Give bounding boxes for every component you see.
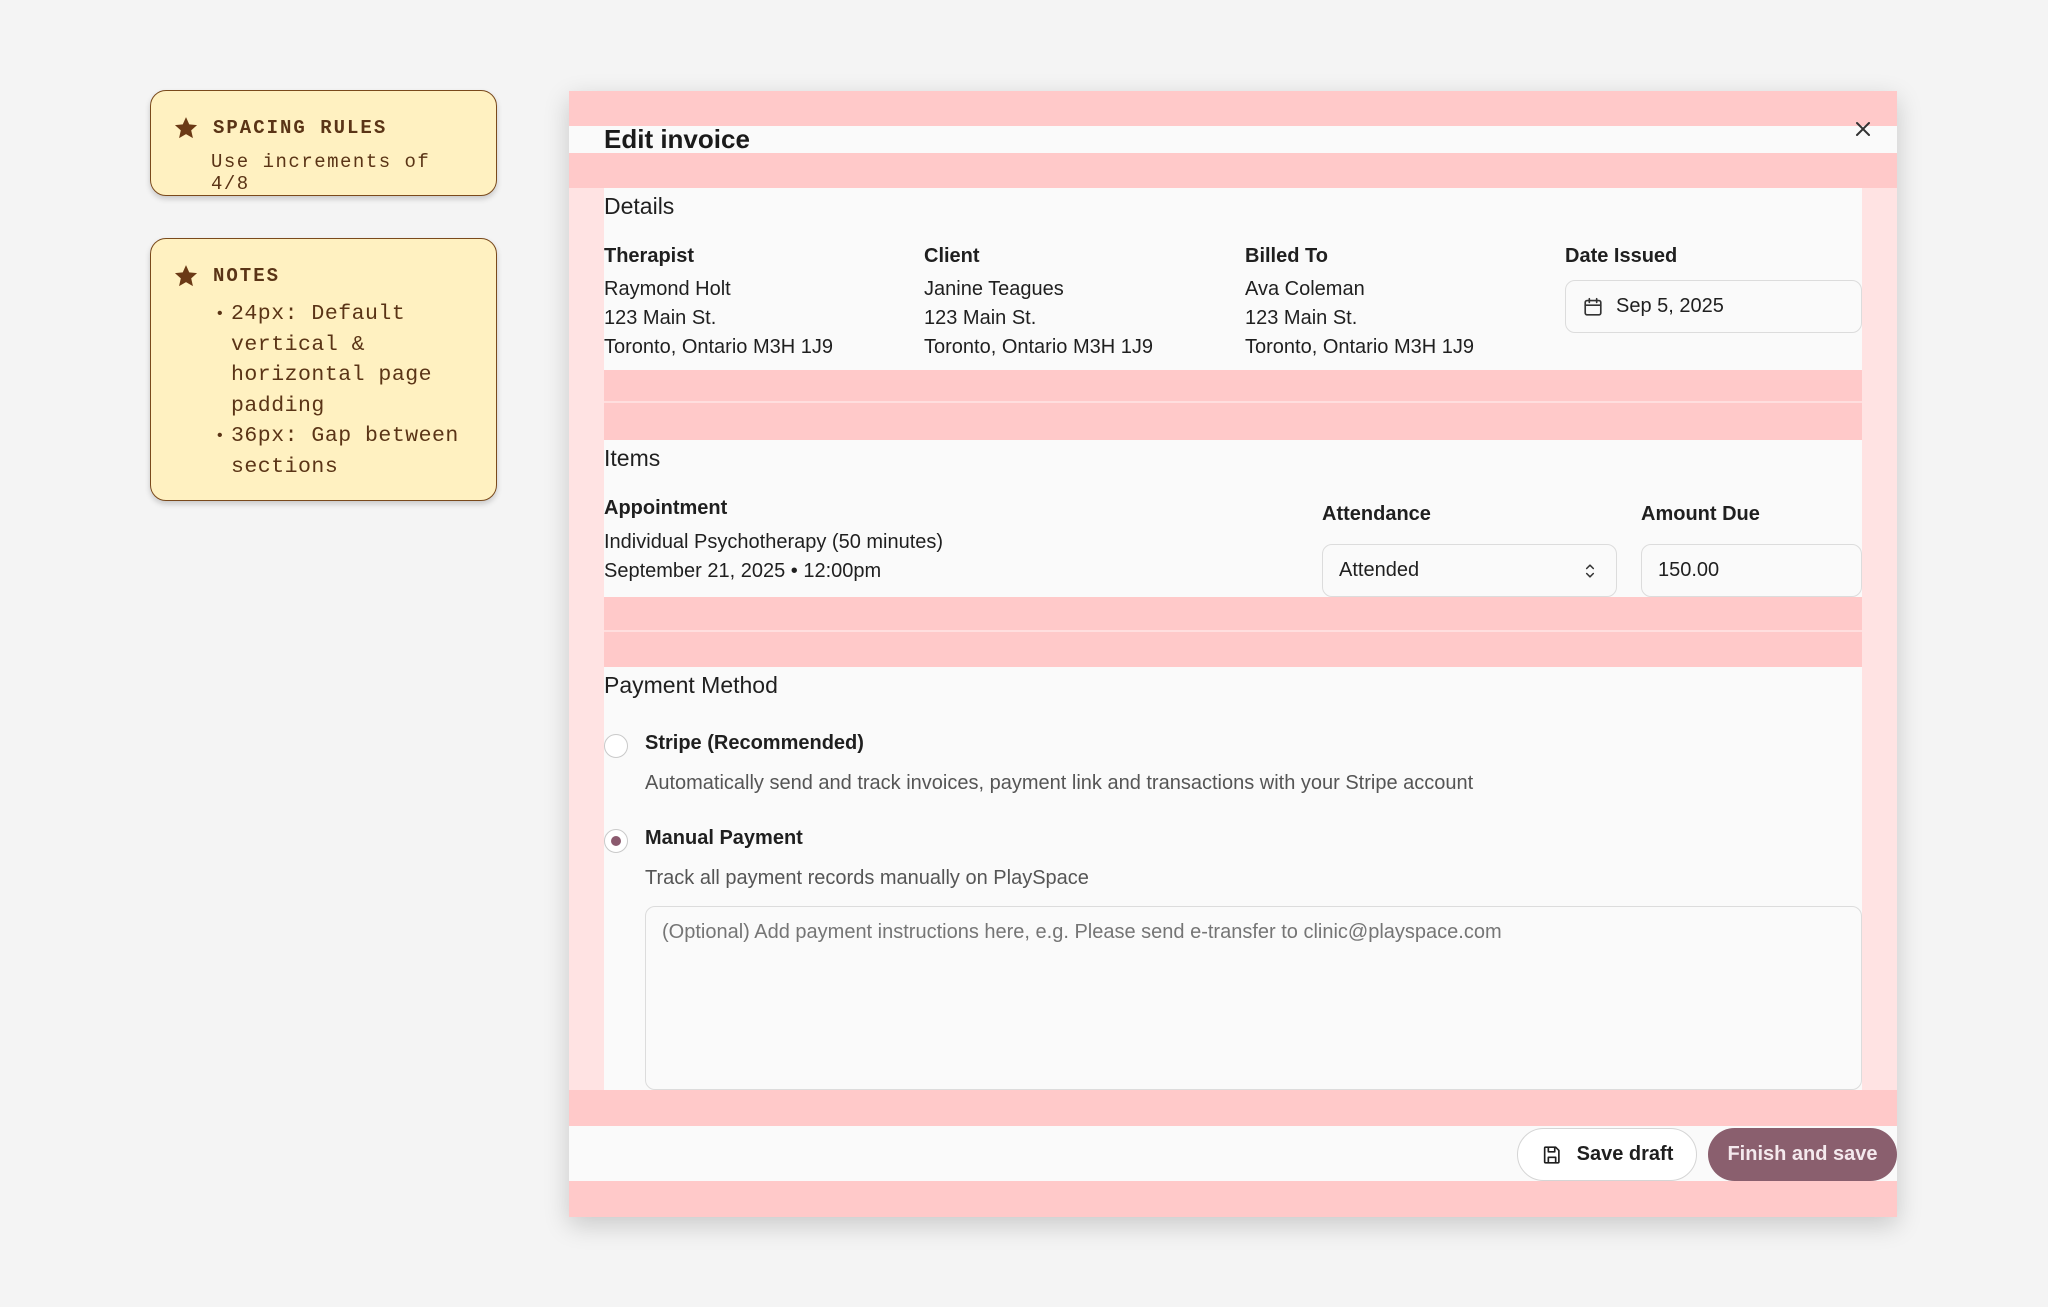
padding-overlay-top bbox=[569, 91, 1897, 126]
save-draft-button[interactable]: Save draft bbox=[1517, 1128, 1697, 1181]
manual-payment-description: Track all payment records manually on Pl… bbox=[645, 867, 1089, 889]
section-gap-overlay bbox=[604, 597, 1862, 667]
amount-due-label: Amount Due bbox=[1641, 503, 1760, 525]
padding-overlay-right bbox=[1862, 188, 1897, 1090]
notes-note: NOTES 24px: Default vertical & horizonta… bbox=[150, 238, 497, 501]
notes-item: 36px: Gap between sections bbox=[215, 421, 474, 482]
client-block: Client Janine Teagues 123 Main St. Toron… bbox=[924, 245, 1153, 362]
save-icon bbox=[1543, 1145, 1560, 1164]
date-issued-label: Date Issued bbox=[1565, 245, 1678, 267]
stripe-option-label[interactable]: Stripe (Recommended) bbox=[645, 732, 864, 754]
items-heading: Items bbox=[604, 445, 661, 471]
appointment-label: Appointment bbox=[604, 497, 728, 519]
attendance-label: Attendance bbox=[1322, 503, 1431, 525]
padding-overlay-footer-top bbox=[569, 1090, 1897, 1126]
calendar-icon bbox=[1584, 297, 1602, 316]
appointment-name: Individual Psychotherapy (50 minutes) bbox=[604, 531, 944, 553]
billed-to-street: 123 Main St. bbox=[1245, 307, 1358, 329]
note-title-row: NOTES bbox=[173, 263, 474, 289]
spacing-rules-title: SPACING RULES bbox=[213, 117, 388, 139]
therapist-city: Toronto, Ontario M3H 1J9 bbox=[604, 336, 833, 358]
therapist-street: 123 Main St. bbox=[604, 307, 717, 329]
payment-instructions-input[interactable] bbox=[645, 906, 1862, 1090]
amount-due-input[interactable]: 150.00 bbox=[1641, 544, 1862, 597]
close-icon bbox=[1856, 122, 1870, 136]
payment-method-heading: Payment Method bbox=[604, 672, 778, 698]
therapist-label: Therapist bbox=[604, 245, 695, 267]
appointment-block: Appointment Individual Psychotherapy (50… bbox=[604, 497, 943, 586]
section-gap-overlay bbox=[604, 370, 1862, 440]
spacing-rules-body: Use increments of 4/8 bbox=[211, 151, 431, 195]
notes-title: NOTES bbox=[213, 265, 281, 287]
details-heading: Details bbox=[604, 193, 675, 219]
dialog-title: Edit invoice bbox=[604, 124, 750, 154]
attendance-select[interactable]: Attended bbox=[1322, 544, 1617, 597]
stripe-radio[interactable] bbox=[604, 734, 628, 758]
padding-overlay-bottom bbox=[569, 1181, 1897, 1217]
manual-payment-radio[interactable] bbox=[604, 829, 628, 853]
star-icon bbox=[174, 265, 198, 287]
spacing-rules-note: SPACING RULES Use increments of 4/8 bbox=[150, 90, 497, 196]
client-name: Janine Teagues bbox=[924, 278, 1064, 300]
date-issued-value: Sep 5, 2025 bbox=[1616, 295, 1724, 317]
star-icon bbox=[174, 117, 198, 139]
divider bbox=[604, 630, 1862, 632]
chevron-up-down-icon bbox=[1585, 563, 1595, 578]
finish-and-save-label: Finish and save bbox=[1727, 1143, 1878, 1165]
date-issued-picker[interactable]: Sep 5, 2025 bbox=[1565, 280, 1862, 333]
therapist-block: Therapist Raymond Holt 123 Main St. Toro… bbox=[604, 245, 833, 362]
attendance-value: Attended bbox=[1339, 559, 1420, 581]
billed-to-name: Ava Coleman bbox=[1245, 278, 1365, 300]
therapist-name: Raymond Holt bbox=[604, 278, 731, 300]
notes-item: 24px: Default vertical & horizontal page… bbox=[215, 299, 474, 421]
client-street: 123 Main St. bbox=[924, 307, 1037, 329]
billed-to-block: Billed To Ava Coleman 123 Main St. Toron… bbox=[1245, 245, 1474, 362]
client-city: Toronto, Ontario M3H 1J9 bbox=[924, 336, 1153, 358]
close-button[interactable] bbox=[1851, 117, 1875, 141]
manual-payment-label[interactable]: Manual Payment bbox=[645, 827, 803, 849]
note-title-row: SPACING RULES bbox=[173, 115, 474, 141]
save-draft-label: Save draft bbox=[1576, 1143, 1674, 1165]
notes-list: 24px: Default vertical & horizontal page… bbox=[215, 299, 474, 482]
divider bbox=[604, 401, 1862, 403]
appointment-when: September 21, 2025 • 12:00pm bbox=[604, 560, 882, 582]
edit-invoice-dialog: Edit invoice Details Therapist Raymond H… bbox=[569, 91, 1897, 1217]
amount-due-value: 150.00 bbox=[1658, 559, 1720, 581]
billed-to-label: Billed To bbox=[1245, 245, 1328, 267]
padding-overlay-left bbox=[569, 188, 604, 1090]
finish-and-save-button[interactable]: Finish and save bbox=[1708, 1128, 1897, 1181]
stripe-option-description: Automatically send and track invoices, p… bbox=[645, 772, 1474, 794]
billed-to-city: Toronto, Ontario M3H 1J9 bbox=[1245, 336, 1474, 358]
client-label: Client bbox=[924, 245, 980, 267]
padding-overlay-header bbox=[569, 153, 1897, 188]
